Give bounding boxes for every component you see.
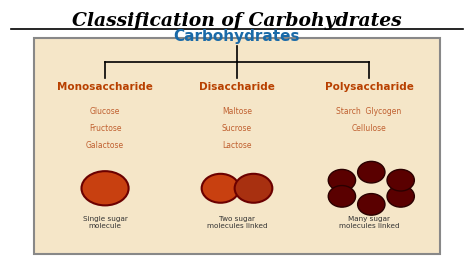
Text: Disaccharide: Disaccharide — [199, 82, 275, 92]
Ellipse shape — [357, 194, 385, 215]
Ellipse shape — [387, 186, 414, 207]
Text: Galactose: Galactose — [86, 141, 124, 150]
Text: Single sugar
molecule: Single sugar molecule — [82, 216, 128, 229]
Text: Lactose: Lactose — [222, 141, 252, 150]
Text: Polysaccharide: Polysaccharide — [325, 82, 413, 92]
Text: Carbohydrates: Carbohydrates — [174, 30, 300, 44]
Ellipse shape — [82, 171, 128, 205]
Ellipse shape — [357, 161, 385, 183]
Ellipse shape — [328, 169, 356, 191]
FancyBboxPatch shape — [35, 38, 439, 254]
Text: Maltose: Maltose — [222, 107, 252, 116]
Text: Starch  Glycogen: Starch Glycogen — [337, 107, 401, 116]
Text: Sucrose: Sucrose — [222, 124, 252, 133]
Text: Glucose: Glucose — [90, 107, 120, 116]
Ellipse shape — [328, 186, 356, 207]
Ellipse shape — [387, 169, 414, 191]
Text: Many sugar
molecules linked: Many sugar molecules linked — [338, 216, 399, 229]
Ellipse shape — [201, 174, 239, 203]
Text: Monosaccharide: Monosaccharide — [57, 82, 153, 92]
Text: Fructose: Fructose — [89, 124, 121, 133]
Text: Two sugar
molecules linked: Two sugar molecules linked — [207, 216, 267, 229]
Ellipse shape — [235, 174, 273, 203]
Text: Classification of Carbohydrates: Classification of Carbohydrates — [72, 12, 402, 30]
Text: Cellulose: Cellulose — [352, 124, 386, 133]
